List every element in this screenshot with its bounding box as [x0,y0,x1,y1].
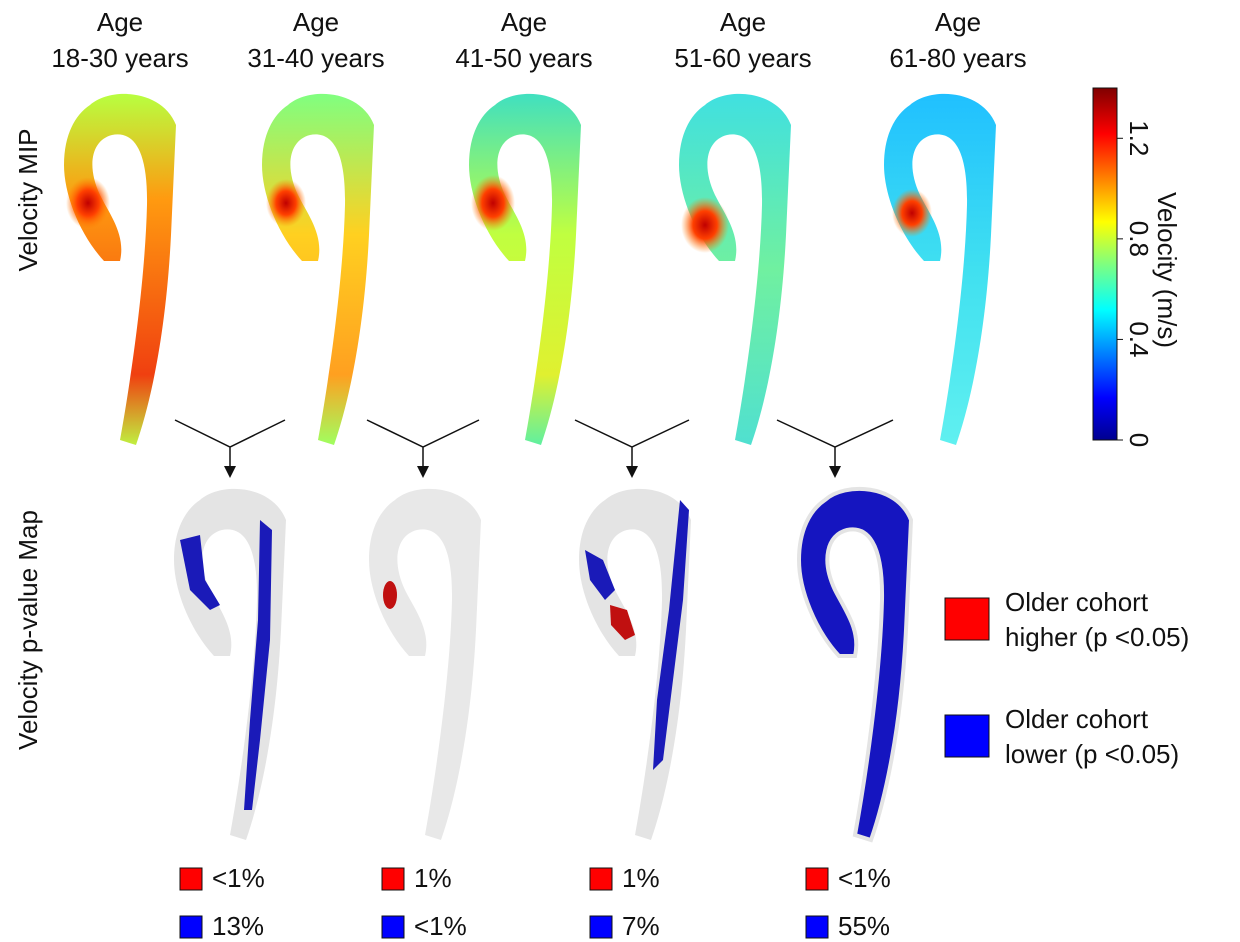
aorta-image [262,94,374,445]
colorbar-scale [1093,88,1117,440]
figure: Age 18-30 years Age 31-40 years Age 41-5… [0,0,1240,942]
legend-label: higher (p <0.05) [1005,622,1189,652]
legend-swatch [945,598,989,640]
comparisons: <1% 13% 1% <1% 1% 7% <1% 55% [180,863,891,941]
p-value-map [174,489,286,840]
higher-swatch [180,868,202,890]
higher-swatch [590,868,612,890]
lower-percent: 7% [622,911,660,941]
aorta-image [679,94,791,445]
header: Age [293,7,339,37]
header: 18-30 years [51,43,188,73]
lower-swatch [806,916,828,938]
arrowheads [224,466,841,478]
legend: Older cohort higher (p <0.05) Older cohort… [945,587,1189,769]
p-value-map [799,489,911,840]
row-label: Velocity p-value Map [13,510,43,750]
header: Age [97,7,143,37]
higher-percent: 1% [622,863,660,893]
aorta-image [469,94,581,445]
aorta-image [884,94,996,445]
colorbar-tick-label: 0 [1124,433,1154,447]
lower-percent: 55% [838,911,890,941]
header: 31-40 years [247,43,384,73]
colorbar-tick-label: 1.2 [1124,120,1154,156]
legend-swatch [945,715,989,757]
header: Age [501,7,547,37]
legend-label: lower (p <0.05) [1005,739,1179,769]
header: 61-80 years [889,43,1026,73]
lower-swatch [382,916,404,938]
header: Age [720,7,766,37]
aorta-image [64,94,176,445]
colorbar-tick-label: 0.8 [1124,221,1154,257]
p-value-map [369,489,481,840]
lower-percent: <1% [414,911,467,941]
higher-percent: 1% [414,863,452,893]
header: 51-60 years [674,43,811,73]
column-headers: Age 18-30 years Age 31-40 years Age 41-5… [51,7,1026,73]
row-label: Velocity MIP [13,128,43,271]
higher-swatch [382,868,404,890]
higher-percent: <1% [212,863,265,893]
legend-label: Older cohort [1005,587,1149,617]
legend-label: Older cohort [1005,704,1149,734]
colorbar-label: Velocity (m/s) [1152,192,1182,348]
lower-swatch [590,916,612,938]
velocity-mip-row [64,94,996,445]
colorbar: Velocity (m/s) 0 0.4 0.8 1.2 [1093,88,1182,447]
higher-swatch [806,868,828,890]
lower-percent: 13% [212,911,264,941]
lower-swatch [180,916,202,938]
colorbar-tick-label: 0.4 [1124,321,1154,357]
higher-percent: <1% [838,863,891,893]
header: Age [935,7,981,37]
p-value-row [174,489,911,840]
p-value-map [579,489,691,840]
header: 41-50 years [455,43,592,73]
